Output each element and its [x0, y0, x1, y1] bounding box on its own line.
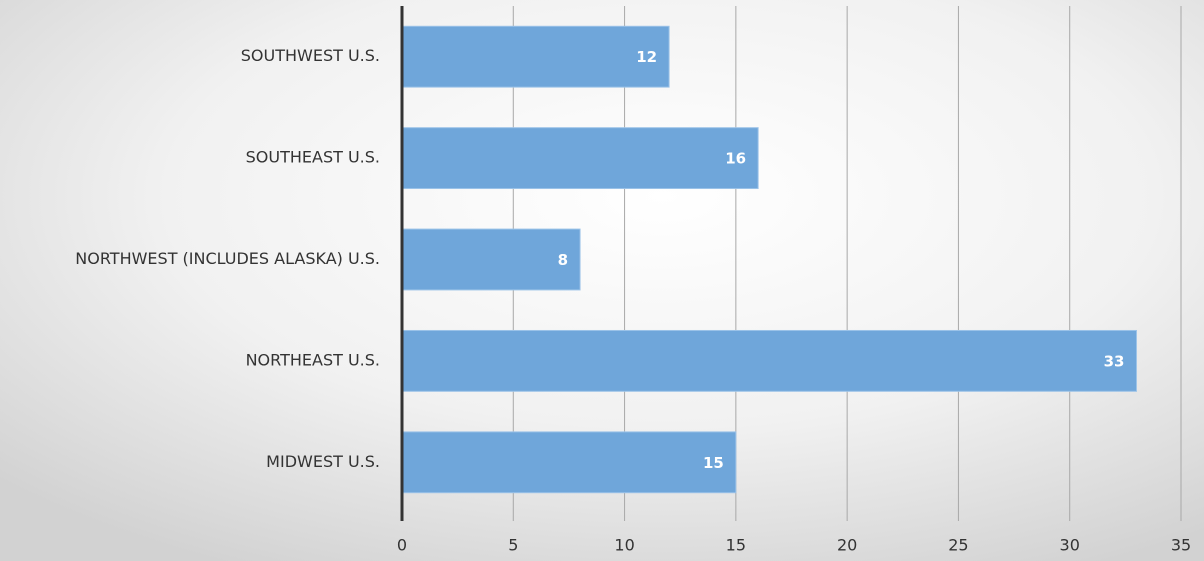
y-tick-label: SOUTHWEST U.S.: [241, 46, 380, 65]
y-tick-label: NORTHEAST U.S.: [246, 350, 380, 369]
x-tick-label: 30: [1060, 536, 1080, 555]
x-tick-label: 5: [508, 536, 518, 555]
data-label: 16: [725, 150, 746, 168]
bar: [401, 127, 759, 190]
y-tick-label: SOUTHEAST U.S.: [246, 148, 380, 167]
y-tick-label: NORTHWEST (INCLUDES ALASKA) U.S.: [75, 249, 380, 268]
y-tick-label: MIDWEST U.S.: [266, 452, 380, 471]
data-label: 8: [558, 251, 568, 269]
data-label: 15: [703, 454, 724, 472]
x-tick-label: 15: [726, 536, 746, 555]
bar: [401, 228, 581, 291]
bar: [401, 25, 670, 88]
bar: [401, 431, 737, 494]
x-tick-label: 35: [1171, 536, 1191, 555]
data-label: 33: [1104, 352, 1125, 370]
x-tick-label: 20: [837, 536, 857, 555]
x-tick-label: 0: [397, 536, 407, 555]
x-tick-label: 25: [948, 536, 968, 555]
bar: [401, 329, 1137, 392]
x-tick-label: 10: [614, 536, 634, 555]
data-label: 12: [636, 48, 657, 66]
